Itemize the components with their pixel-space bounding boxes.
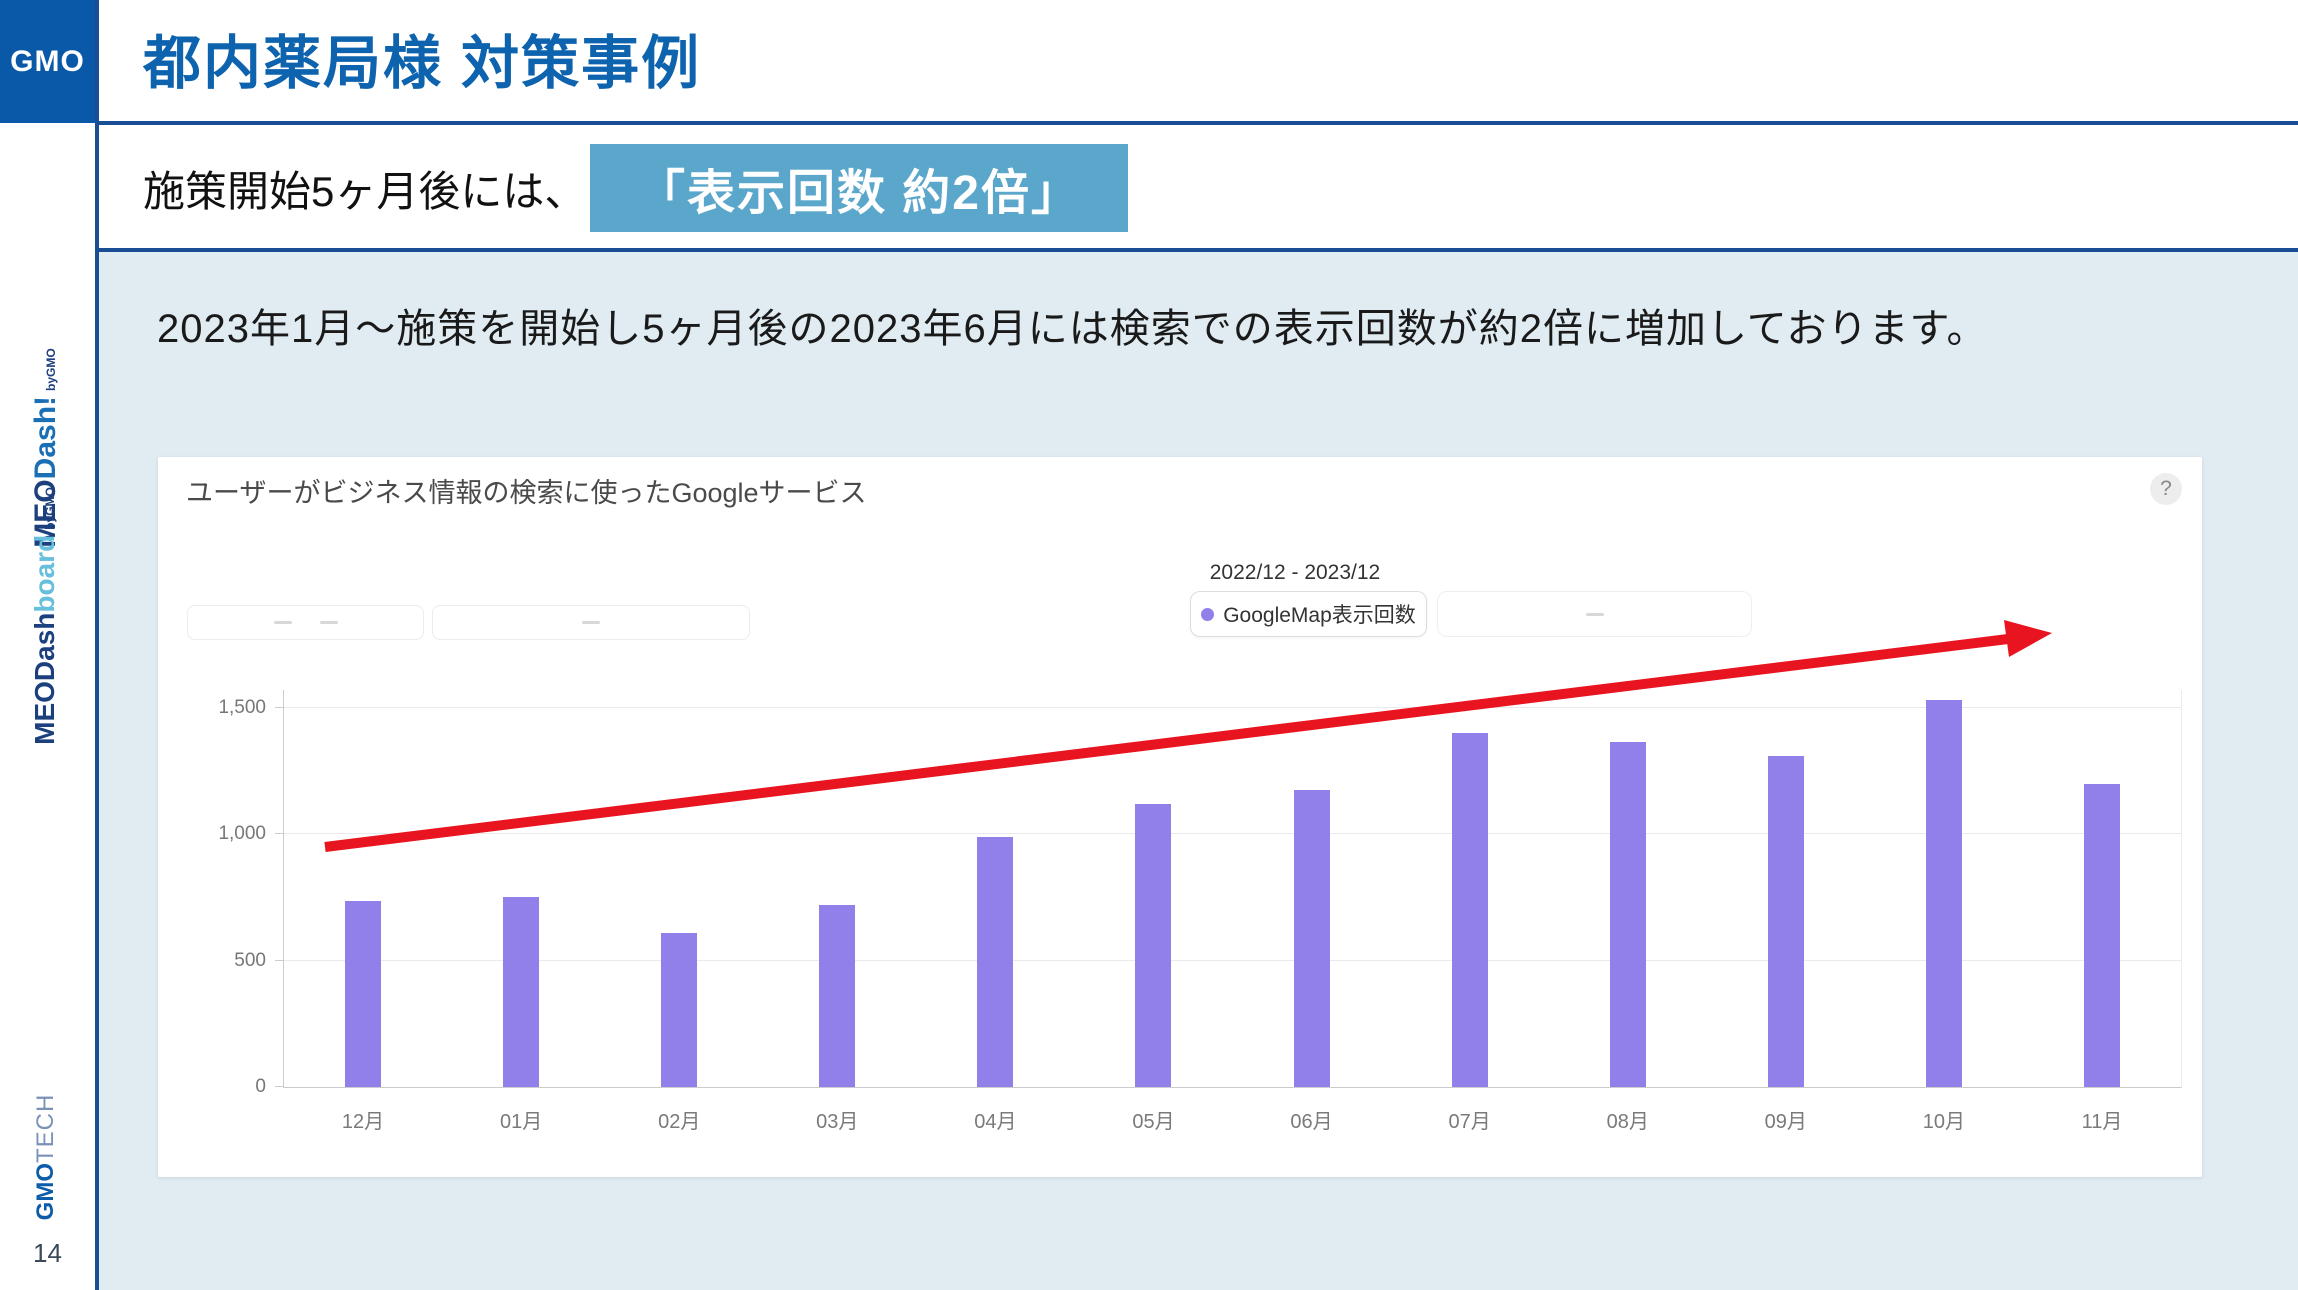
- gmotech-logo-suffix: TECH: [32, 1093, 59, 1163]
- chart-bar-08月: [1609, 742, 1646, 1087]
- xtick-label-01月: 01月: [500, 1111, 543, 1133]
- redacted-text-placeholder: [319, 621, 338, 624]
- meodashboard-logo: MEODash board byGMO: [29, 487, 71, 745]
- xtick-label-05月: 05月: [1132, 1111, 1175, 1133]
- page-number: 14: [33, 1238, 62, 1268]
- chart-bar-05月: [1135, 803, 1172, 1087]
- xtick-label-10月: 10月: [1922, 1111, 1965, 1133]
- meodash-logo-suffix: Dash!: [29, 395, 62, 480]
- ytick-label-0: 0: [255, 1076, 266, 1097]
- gmo-logo: GMO: [0, 0, 95, 123]
- subtitle-lead: 施策開始5ヶ月後には、: [143, 168, 587, 215]
- xtick-label-09月: 09月: [1764, 1111, 1807, 1133]
- ytick-label-500: 500: [234, 949, 266, 971]
- xtick-label-08月: 08月: [1606, 1111, 1649, 1133]
- redacted-text-placeholder: [273, 621, 292, 624]
- xtick-label-11月: 11月: [2081, 1111, 2123, 1133]
- ytick-mark: [275, 1086, 284, 1087]
- chart-bar-01月: [503, 897, 540, 1087]
- page-title: 都内薬局様 対策事例: [143, 31, 702, 96]
- xtick-label-02月: 02月: [658, 1111, 701, 1133]
- redacted-text-placeholder: [1585, 612, 1604, 616]
- xtick-label-07月: 07月: [1448, 1111, 1491, 1133]
- xtick-label-04月: 04月: [974, 1111, 1017, 1133]
- filter-dropdown-2[interactable]: [432, 605, 750, 640]
- redacted-text-placeholder: [582, 621, 600, 624]
- help-icon[interactable]: ?: [2150, 473, 2182, 505]
- date-range-label: 2022/12 - 2023/12: [1209, 561, 1381, 584]
- legend-item-googlemap[interactable]: GoogleMap表示回数: [1190, 591, 1427, 637]
- xtick-label-06月: 06月: [1290, 1111, 1333, 1133]
- ytick-mark: [275, 959, 284, 961]
- ytick-label-1500: 1,500: [218, 696, 266, 718]
- filter-dropdown-1[interactable]: [187, 605, 424, 640]
- chart-card: ユーザーがビジネス情報の検索に使ったGoogleサービス ? 2022/12 -…: [158, 457, 2202, 1177]
- meodashboard-logo-suffix: board: [29, 534, 60, 613]
- chart-bar-09月: [1767, 755, 1804, 1087]
- gridline-500: [284, 959, 2181, 961]
- gridline-1500: [284, 706, 2181, 708]
- body-description: 2023年1月〜施策を開始し5ヶ月後の2023年6月には検索での表示回数が約2倍…: [157, 307, 1988, 351]
- header-rule: [99, 121, 2298, 125]
- gridline-1000: [284, 833, 2181, 835]
- sidebar-divider: [95, 0, 99, 1290]
- meodashboard-logo-by: byGMO: [43, 487, 57, 530]
- chart-bar-07月: [1451, 733, 1488, 1087]
- chart-bar-11月: [2083, 783, 2120, 1087]
- chart-bar-06月: [1293, 790, 1330, 1087]
- gmotech-logo: GMO TECH: [32, 1093, 62, 1221]
- legend-dot: [1201, 607, 1215, 621]
- gmotech-logo-prefix: GMO: [32, 1163, 59, 1221]
- ytick-mark: [275, 706, 284, 708]
- ytick-label-1000: 1,000: [218, 823, 266, 845]
- chart-bar-02月: [661, 932, 698, 1087]
- legend-label: GoogleMap表示回数: [1223, 604, 1416, 627]
- chart-bar-04月: [977, 836, 1014, 1087]
- plot-area: 0 500 1,000 1,500 12月 01月 02月 03月 04月 05月 06月 07月 08…: [218, 690, 2182, 1133]
- ytick-mark: [275, 833, 284, 835]
- xtick-label-12月: 12月: [341, 1111, 385, 1133]
- meodashboard-logo-prefix: MEODash: [29, 612, 60, 745]
- chart-bar-10月: [1925, 700, 1962, 1087]
- meodash-logo-by: byGMO: [44, 348, 58, 391]
- chart-title: ユーザーがビジネス情報の検索に使ったGoogleサービス: [186, 478, 867, 508]
- chart-bar-12月: [345, 901, 382, 1087]
- chart-bar-03月: [819, 905, 856, 1087]
- gmo-logo-text: GMO: [10, 44, 85, 78]
- legend-item-empty[interactable]: [1437, 591, 1752, 637]
- subtitle-highlight: 「表示回数 約2倍」: [590, 144, 1128, 232]
- xtick-label-03月: 03月: [816, 1111, 859, 1133]
